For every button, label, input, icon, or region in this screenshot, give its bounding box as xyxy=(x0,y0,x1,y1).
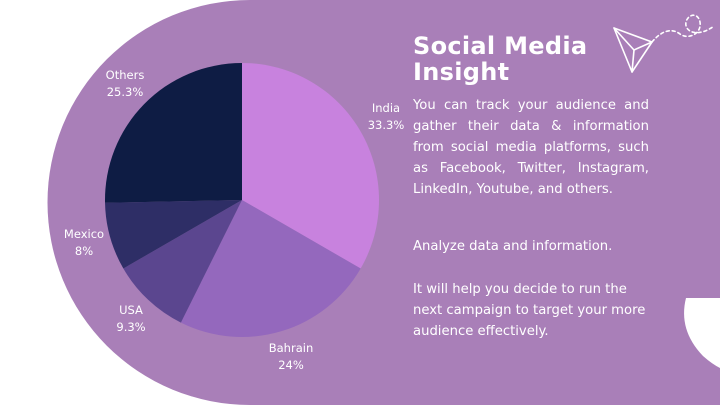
pie-value-others: 25.3% xyxy=(107,85,144,99)
description-paragraph: You can track your audience and gather t… xyxy=(413,98,649,197)
pie-label-india: India xyxy=(372,101,400,115)
pie-slice-mexico xyxy=(105,200,242,269)
pie-value-india: 33.3% xyxy=(368,118,405,132)
pie-labels: India 33.3% Bahrain 24% USA 9.3% Mexico 8% Other… xyxy=(64,68,404,372)
pie-slice-bahrain xyxy=(180,200,361,337)
pie-slice-others xyxy=(105,63,242,203)
pie-label-usa: USA xyxy=(119,303,143,317)
pie-label-others: Others xyxy=(106,68,145,82)
page-title: Social Media Insight xyxy=(413,33,673,85)
pie-slice-usa xyxy=(123,200,242,323)
pie-label-bahrain: Bahrain xyxy=(269,341,313,355)
analyze-paragraph: Analyze data and information. xyxy=(413,239,613,254)
campaign-paragraph: It will help you decide to run the next … xyxy=(413,282,646,339)
title-line-1: Social Media xyxy=(413,32,588,60)
paper-plane-icon xyxy=(613,14,715,73)
title-line-2: Insight xyxy=(413,58,510,86)
pie-slice-india xyxy=(242,63,379,269)
pie-value-usa: 9.3% xyxy=(116,320,145,334)
pie-chart xyxy=(105,63,379,337)
pie-label-mexico: Mexico xyxy=(64,227,104,241)
corner-shape xyxy=(684,298,720,368)
pie-value-mexico: 8% xyxy=(75,244,93,258)
pie-value-bahrain: 24% xyxy=(278,358,304,372)
